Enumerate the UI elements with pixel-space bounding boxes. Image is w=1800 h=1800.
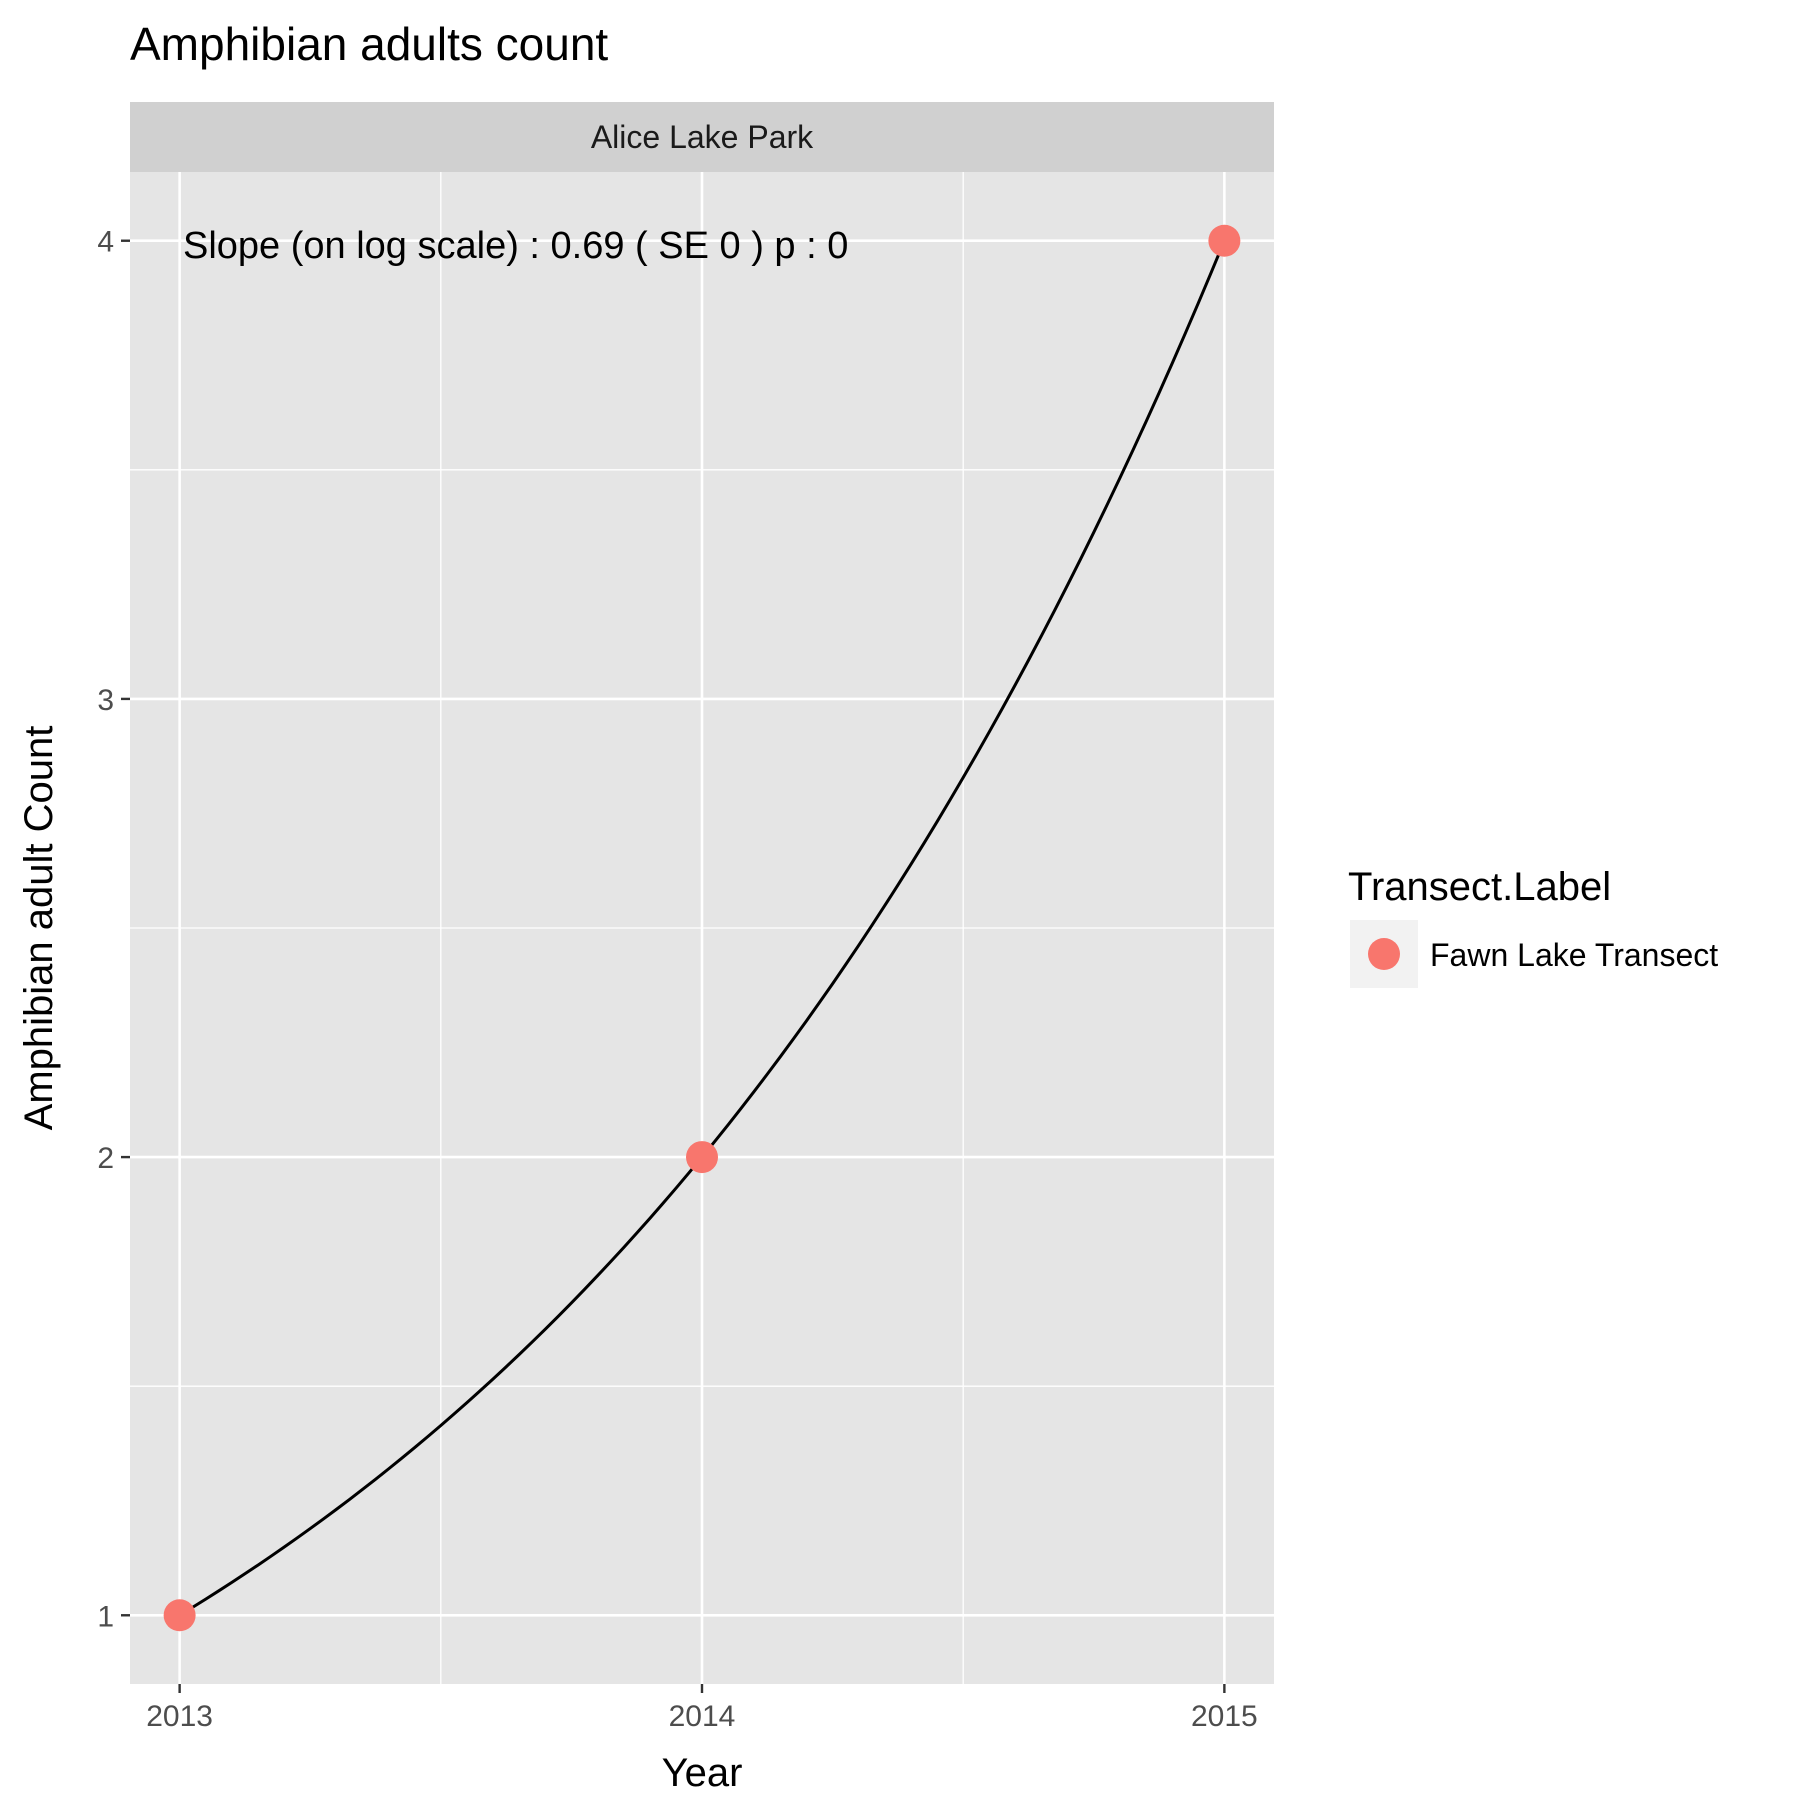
x-tick-label: 2015 — [1191, 1700, 1258, 1733]
slope-annotation: Slope (on log scale) : 0.69 ( SE 0 ) p :… — [183, 225, 848, 267]
legend-entry-label: Fawn Lake Transect — [1430, 937, 1718, 973]
data-point — [686, 1141, 718, 1174]
y-tick-label: 4 — [97, 226, 114, 259]
y-axis: 1 2 3 4 — [97, 226, 130, 1633]
data-points — [163, 224, 1241, 1632]
facet-strip — [130, 102, 1274, 172]
data-point — [1208, 224, 1241, 257]
x-axis-label: Year — [662, 1751, 743, 1795]
x-tick-label: 2014 — [669, 1700, 736, 1733]
grid-lines — [130, 172, 1274, 1684]
y-tick-label: 3 — [97, 684, 114, 717]
x-axis: 2013 2014 2015 — [146, 1684, 1258, 1733]
y-tick-label: 2 — [97, 1142, 114, 1175]
legend: Transect.Label Fawn Lake Transect — [1348, 865, 1718, 988]
y-tick-label: 1 — [97, 1600, 114, 1633]
data-point — [163, 1599, 196, 1632]
y-axis-label: Amphibian adult Count — [17, 726, 61, 1131]
chart-title: Amphibian adults count — [130, 18, 608, 70]
legend-title: Transect.Label — [1348, 865, 1611, 909]
facet-label: Alice Lake Park — [591, 119, 814, 155]
x-tick-label: 2013 — [146, 1700, 213, 1733]
legend-key-point — [1368, 938, 1400, 970]
